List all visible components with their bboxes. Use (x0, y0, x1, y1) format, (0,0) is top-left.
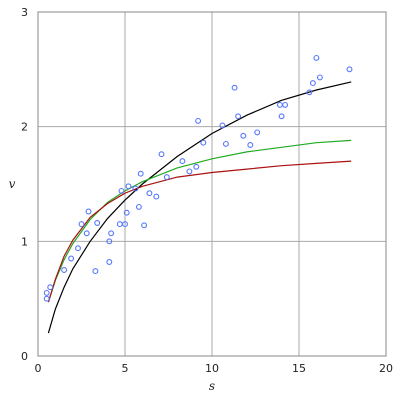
y-tick-label: 0 (21, 350, 28, 363)
data-point (135, 203, 142, 210)
tick-labels: 0 5 10 15 20 0 1 2 3 (21, 6, 393, 375)
data-point (146, 190, 153, 197)
data-point (219, 122, 226, 129)
data-point (106, 259, 113, 265)
data-point (122, 221, 128, 228)
data-point (276, 101, 283, 108)
data-point (278, 113, 285, 120)
data-point (235, 113, 242, 120)
x-tick-label: 5 (122, 362, 129, 375)
data-point (316, 74, 323, 81)
data-point (247, 142, 254, 148)
data-point (132, 185, 139, 192)
data-point (43, 295, 50, 302)
data-point (158, 151, 165, 158)
data-point (306, 89, 313, 96)
data-point (92, 268, 99, 275)
data-point (346, 66, 353, 73)
data-point (141, 222, 148, 229)
data-point (68, 255, 75, 262)
data-point (309, 80, 316, 87)
red-curve (47, 160, 352, 303)
data-point (240, 132, 247, 139)
x-axis-label: s (209, 379, 215, 393)
x-tick-label: 20 (379, 362, 393, 375)
data-point (78, 221, 85, 228)
data-point (153, 193, 160, 200)
data-point (137, 170, 144, 177)
x-tick-label: 0 (35, 362, 42, 375)
data-point (43, 289, 50, 296)
data-point (94, 220, 101, 226)
data-point (179, 158, 186, 165)
data-point (313, 54, 320, 61)
data-point (163, 174, 170, 181)
data-point (108, 230, 115, 237)
data-point (116, 221, 123, 228)
data-points (43, 54, 353, 302)
x-tick-label: 15 (292, 362, 306, 375)
data-point (61, 267, 68, 273)
data-point (282, 101, 289, 108)
data-point (200, 139, 207, 146)
data-point (254, 129, 261, 136)
data-point (83, 230, 90, 237)
y-axis-label: v (9, 177, 16, 191)
data-point (193, 163, 200, 170)
x-tick-label: 10 (205, 362, 219, 375)
y-tick-label: 3 (21, 6, 28, 19)
black-curve (47, 81, 352, 334)
y-tick-label: 2 (21, 121, 28, 134)
data-point (75, 245, 81, 252)
data-point (118, 187, 125, 194)
data-point (106, 238, 113, 245)
data-point (85, 208, 92, 215)
data-point (123, 209, 130, 216)
grid (38, 12, 386, 356)
data-point (195, 117, 202, 124)
data-point (231, 84, 238, 91)
data-point (47, 284, 54, 291)
data-point (125, 183, 132, 190)
data-point (186, 168, 193, 175)
y-tick-label: 1 (21, 235, 28, 248)
data-point (222, 140, 229, 147)
plot-frame (37, 11, 387, 357)
